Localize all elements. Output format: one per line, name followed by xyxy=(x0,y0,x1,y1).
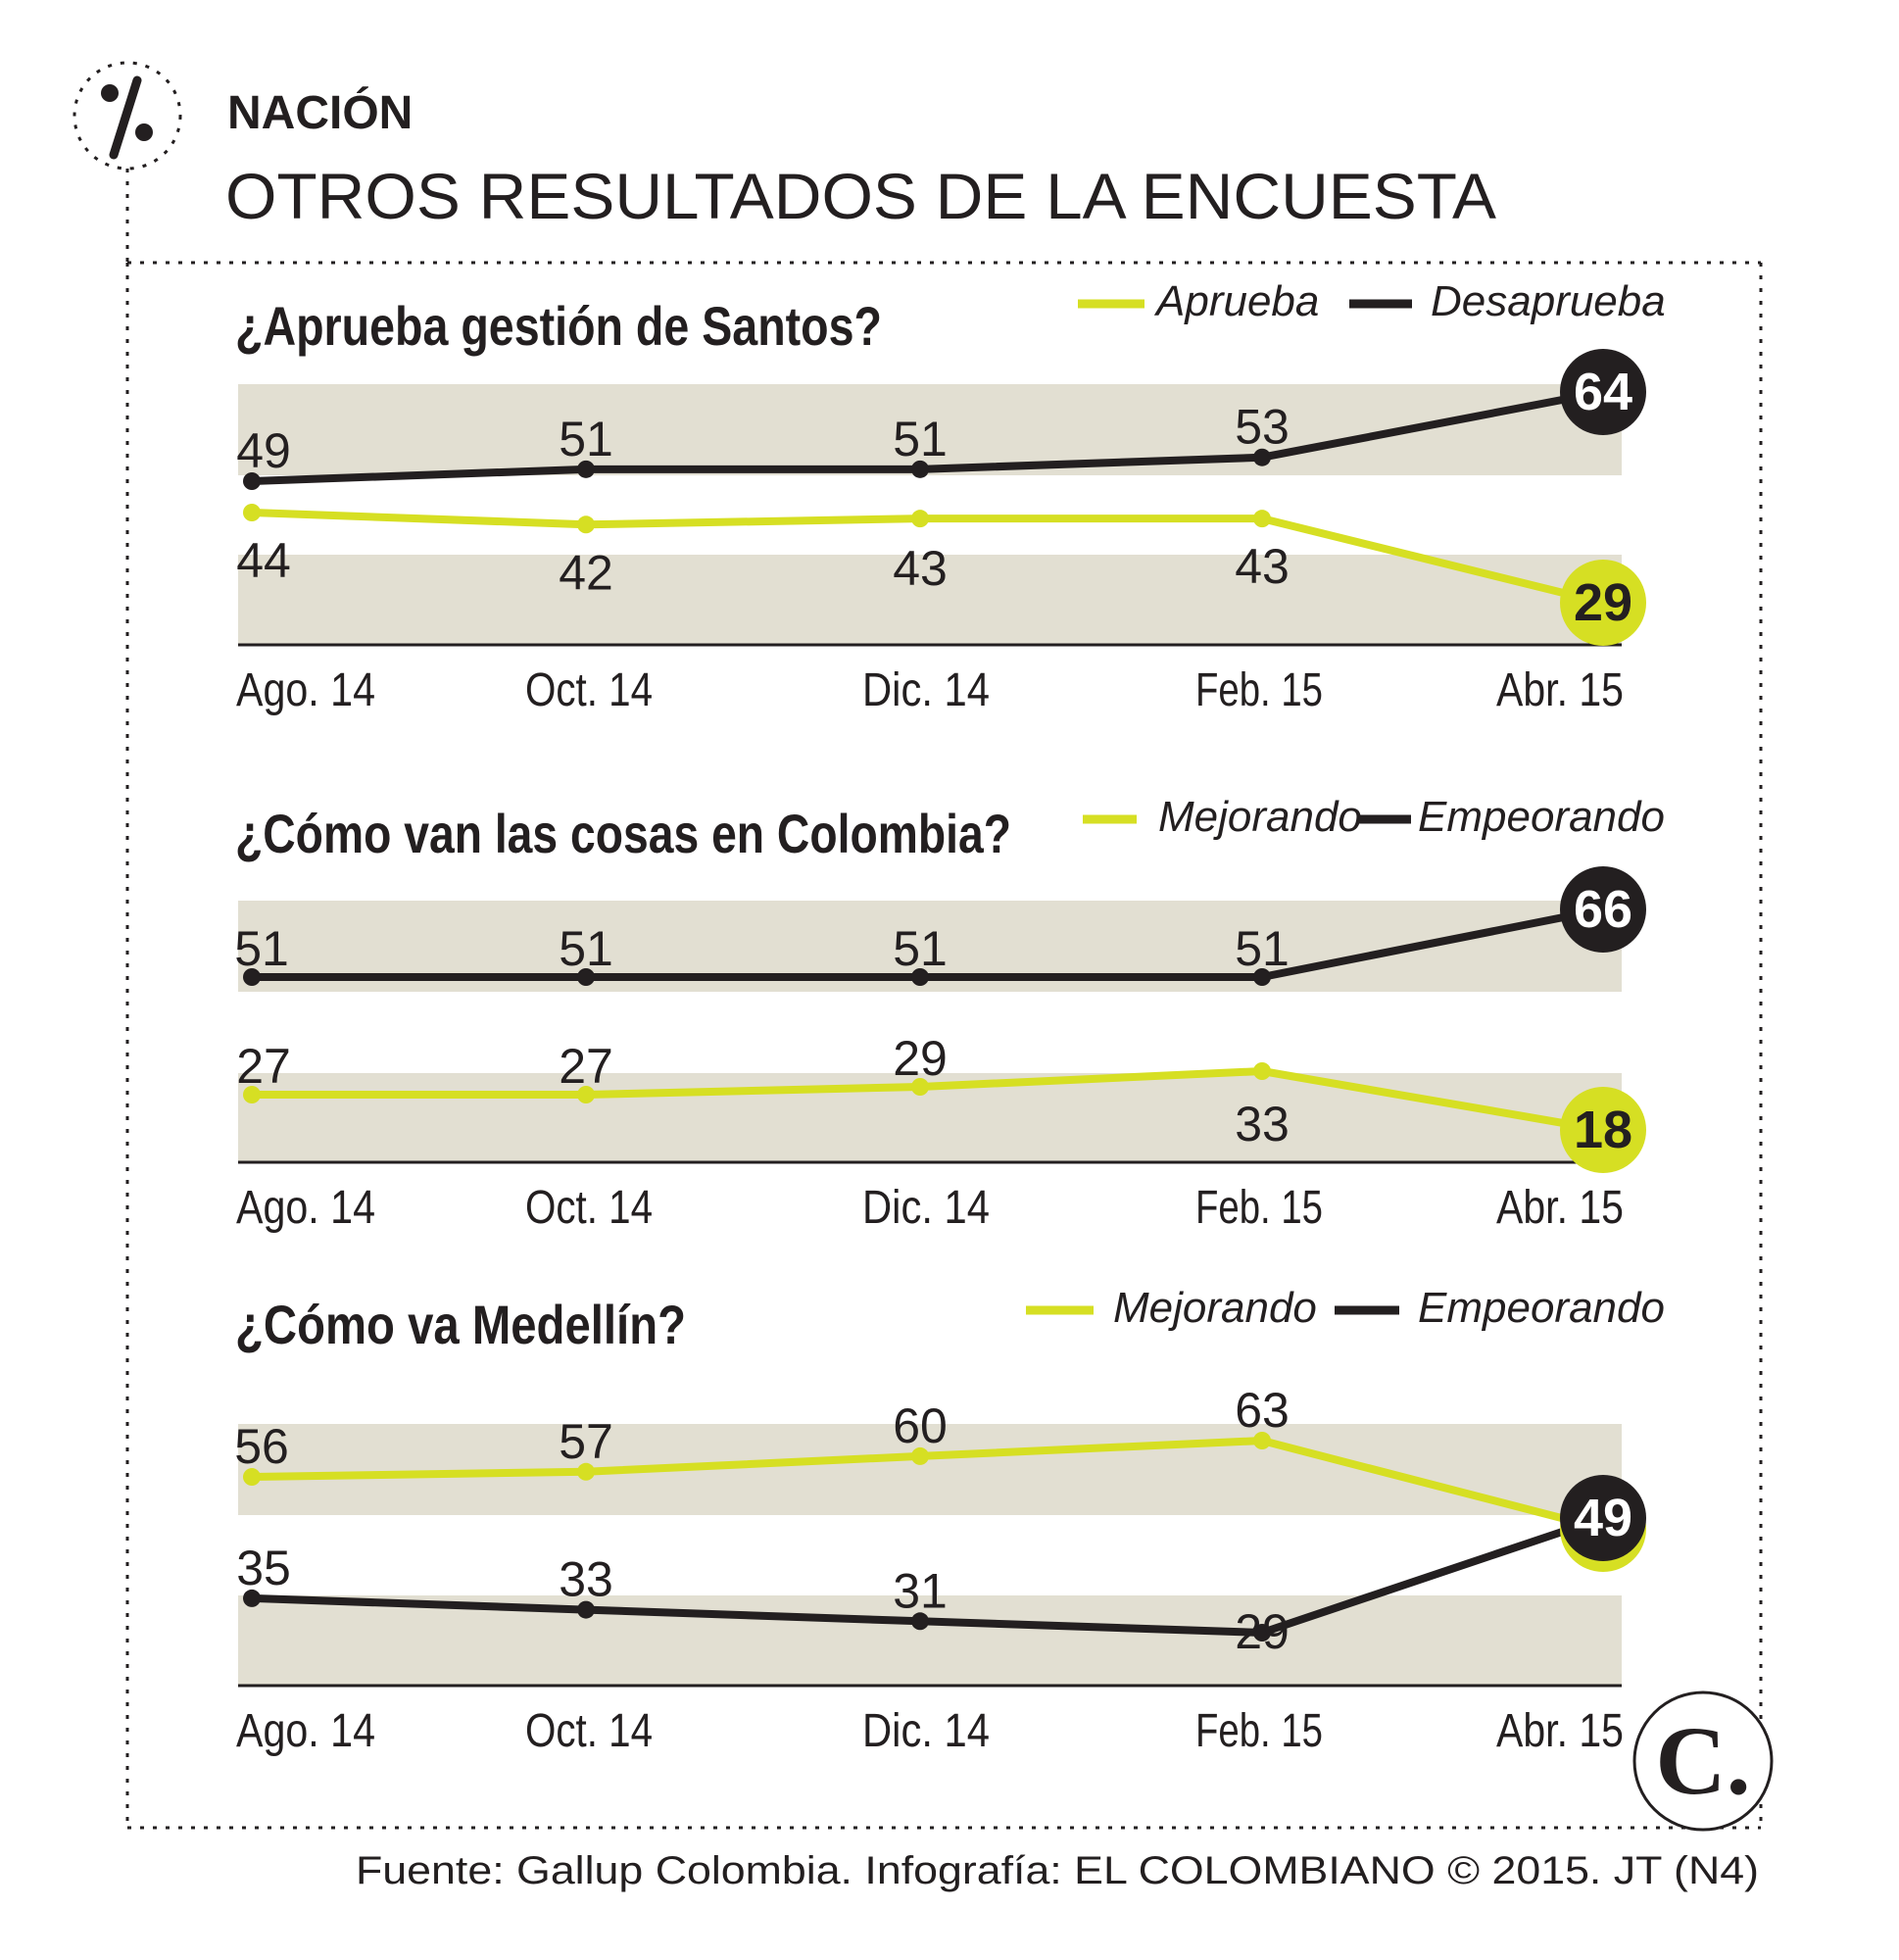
legend-label: Mejorando xyxy=(1158,793,1362,841)
data-point xyxy=(243,1589,261,1607)
data-point xyxy=(1253,1432,1271,1449)
data-label: 43 xyxy=(893,541,948,596)
el-colombiano-logo: C. xyxy=(1632,1690,1774,1832)
data-label: 43 xyxy=(1235,539,1290,594)
data-label: 63 xyxy=(1235,1383,1290,1438)
legend-label: Empeorando xyxy=(1418,1284,1665,1332)
chart-title: ¿Aprueba gestión de Santos? xyxy=(235,295,882,357)
data-point xyxy=(243,504,261,521)
data-point xyxy=(577,1086,595,1103)
data-point xyxy=(577,515,595,534)
data-label: 51 xyxy=(234,921,289,976)
data-label: 33 xyxy=(1235,1097,1290,1152)
x-tick-label: Feb. 15 xyxy=(1195,664,1323,716)
end-value-label: 66 xyxy=(1574,880,1632,939)
x-tick-label: Feb. 15 xyxy=(1195,1705,1323,1757)
percent-icon xyxy=(101,75,153,160)
x-tick-label: Ago. 14 xyxy=(236,1182,375,1234)
data-point xyxy=(577,1462,595,1481)
dotted-frame xyxy=(73,61,1763,1830)
plot-band xyxy=(238,1595,1622,1686)
x-tick-label: Oct. 14 xyxy=(525,1705,653,1757)
x-tick-label: Ago. 14 xyxy=(236,664,375,716)
end-value-label: 49 xyxy=(1574,1489,1632,1547)
data-point xyxy=(911,1612,929,1631)
data-label: 29 xyxy=(1235,1604,1290,1659)
data-point xyxy=(243,472,261,490)
data-label: 42 xyxy=(559,545,613,600)
page-title: OTROS RESULTADOS DE LA ENCUESTA xyxy=(225,160,1496,232)
data-label: 29 xyxy=(893,1031,948,1086)
charts-container: ¿Aprueba gestión de Santos? Aprueba Desapr… xyxy=(234,277,1666,1757)
data-point xyxy=(577,968,595,986)
data-point xyxy=(577,1600,595,1619)
data-point xyxy=(911,1078,929,1096)
data-point xyxy=(911,510,929,528)
data-label: 35 xyxy=(236,1541,291,1595)
x-tick-label: Feb. 15 xyxy=(1195,1182,1323,1234)
data-label: 27 xyxy=(236,1039,291,1094)
plot-band xyxy=(238,555,1622,645)
data-label: 51 xyxy=(893,921,948,976)
data-label: 51 xyxy=(559,412,613,466)
x-tick-label: Abr. 15 xyxy=(1496,664,1624,716)
logo-text: C. xyxy=(1655,1706,1750,1815)
data-label: 44 xyxy=(236,533,291,588)
chart-title: ¿Cómo van las cosas en Colombia? xyxy=(235,803,1011,864)
end-value-circle xyxy=(1560,560,1646,646)
x-tick-label: Dic. 14 xyxy=(862,1182,990,1234)
data-label: 31 xyxy=(893,1563,948,1618)
data-label: 53 xyxy=(1235,400,1290,455)
data-point xyxy=(1253,448,1271,466)
x-tick-label: Oct. 14 xyxy=(525,1182,653,1234)
section-label: NACIÓN xyxy=(227,85,413,139)
data-point xyxy=(1253,968,1271,986)
data-point xyxy=(1253,1062,1271,1080)
x-tick-label: Abr. 15 xyxy=(1496,1182,1624,1234)
data-label: 27 xyxy=(559,1039,613,1094)
end-value-label: 64 xyxy=(1574,363,1632,421)
legend-label: Aprueba xyxy=(1153,277,1319,325)
x-tick-label: Dic. 14 xyxy=(862,664,990,716)
data-label: 51 xyxy=(893,412,948,466)
end-value-label: 29 xyxy=(1574,573,1632,632)
data-point xyxy=(911,1446,929,1465)
line-chart-1: ¿Aprueba gestión de Santos? Aprueba Desapr… xyxy=(235,277,1666,716)
source-credit: Fuente: Gallup Colombia. Infografía: EL … xyxy=(356,1849,1759,1892)
chart-title: ¿Cómo va Medellín? xyxy=(235,1294,686,1355)
line-chart-3: ¿Cómo va Medellín? Mejorando Empeorando Ago… xyxy=(234,1284,1665,1757)
x-tick-label: Oct. 14 xyxy=(525,664,653,716)
x-tick-label: Dic. 14 xyxy=(862,1705,990,1757)
plot-band xyxy=(238,1424,1622,1515)
end-value-label: 18 xyxy=(1574,1101,1632,1159)
end-value-circle xyxy=(1560,1087,1646,1173)
data-point xyxy=(1253,1624,1271,1642)
percent-icon-ring xyxy=(73,61,182,171)
x-tick-label: Ago. 14 xyxy=(236,1705,375,1757)
end-value-circle xyxy=(1560,349,1646,435)
data-point xyxy=(243,1086,261,1103)
data-label: 57 xyxy=(559,1414,613,1469)
data-point xyxy=(577,460,595,478)
data-label: 60 xyxy=(893,1398,948,1453)
end-value-circle xyxy=(1560,866,1646,953)
data-point xyxy=(243,968,261,986)
data-point xyxy=(243,1468,261,1487)
data-label: 56 xyxy=(234,1419,289,1474)
data-point xyxy=(911,460,929,478)
legend-label: Desaprueba xyxy=(1431,277,1666,325)
data-point xyxy=(1253,510,1271,528)
line-chart-2: ¿Cómo van las cosas en Colombia? Mejorand… xyxy=(234,793,1665,1234)
data-label: 51 xyxy=(1235,921,1290,976)
data-label: 51 xyxy=(559,921,613,976)
data-label: 49 xyxy=(236,423,291,478)
legend-label: Empeorando xyxy=(1418,793,1665,841)
legend-label: Mejorando xyxy=(1113,1284,1317,1332)
data-point xyxy=(911,968,929,986)
data-label: 33 xyxy=(559,1552,613,1607)
x-tick-label: Abr. 15 xyxy=(1496,1705,1624,1757)
end-value-circle xyxy=(1560,1475,1646,1561)
